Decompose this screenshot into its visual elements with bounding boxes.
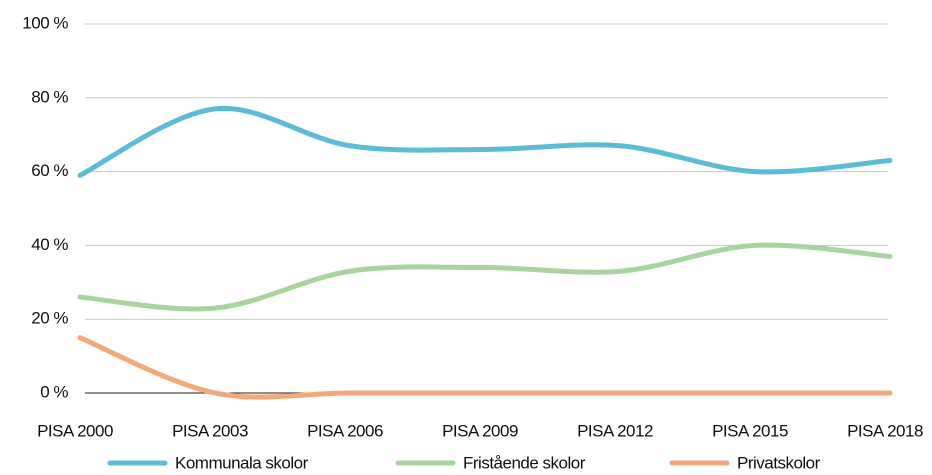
legend-label: Privatskolor [737,453,821,472]
legend-label: Kommunala skolor [175,453,309,472]
series-line [77,105,893,178]
series-line [77,242,893,312]
y-tick-label: 0 % [40,382,68,401]
x-tick-label: PISA 2012 [577,421,653,440]
y-tick-label: 60 % [31,161,68,180]
y-tick-label: 40 % [31,235,68,254]
y-tick-label: 100 % [22,13,68,32]
x-tick-label: PISA 2003 [172,421,248,440]
series-line [77,335,893,400]
legend-label: Fristående skolor [463,453,586,472]
x-tick-label: PISA 2006 [307,421,383,440]
x-tick-label: PISA 2000 [37,421,113,440]
x-tick-label: PISA 2009 [442,421,518,440]
y-tick-label: 80 % [31,87,68,106]
y-tick-label: 20 % [31,309,68,328]
x-tick-label: PISA 2015 [712,421,788,440]
x-tick-label: PISA 2018 [847,421,923,440]
